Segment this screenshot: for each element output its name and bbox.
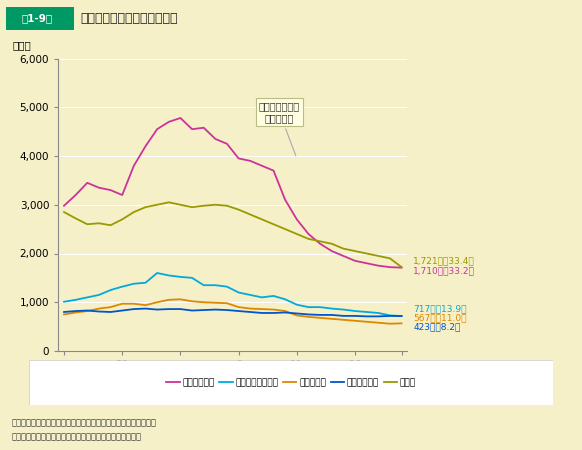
- Text: 567人（11.0）: 567人（11.0）: [413, 313, 467, 322]
- Text: 423人（8.2）: 423人（8.2）: [413, 322, 460, 331]
- Text: 自動車乗車中の
減少が顕著: 自動車乗車中の 減少が顕著: [259, 101, 300, 156]
- Text: 第1-9図: 第1-9図: [22, 13, 53, 23]
- Text: 1,710人（33.2）: 1,710人（33.2）: [413, 266, 475, 275]
- Text: （人）: （人）: [13, 40, 31, 50]
- Text: 1,721人（33.4）: 1,721人（33.4）: [413, 256, 475, 266]
- Text: 状態別交通事故死者数の推移: 状態別交通事故死者数の推移: [80, 12, 178, 24]
- Text: 717人（13.9）: 717人（13.9）: [413, 304, 467, 313]
- FancyBboxPatch shape: [29, 360, 553, 405]
- Text: ２　（　）内は，状態別死者数の構成率（％）である。: ２ （ ）内は，状態別死者数の構成率（％）である。: [12, 432, 141, 441]
- Text: 注１　警察庁資料による。ただし，「その他」は省略している。: 注１ 警察庁資料による。ただし，「その他」は省略している。: [12, 418, 157, 427]
- Legend: 自動車乗車中, 自動二輪車乗車中, 原付乗車中, 自転車乗用中, 歩行中: 自動車乗車中, 自動二輪車乗車中, 原付乗車中, 自転車乗用中, 歩行中: [162, 374, 420, 391]
- FancyBboxPatch shape: [0, 7, 74, 31]
